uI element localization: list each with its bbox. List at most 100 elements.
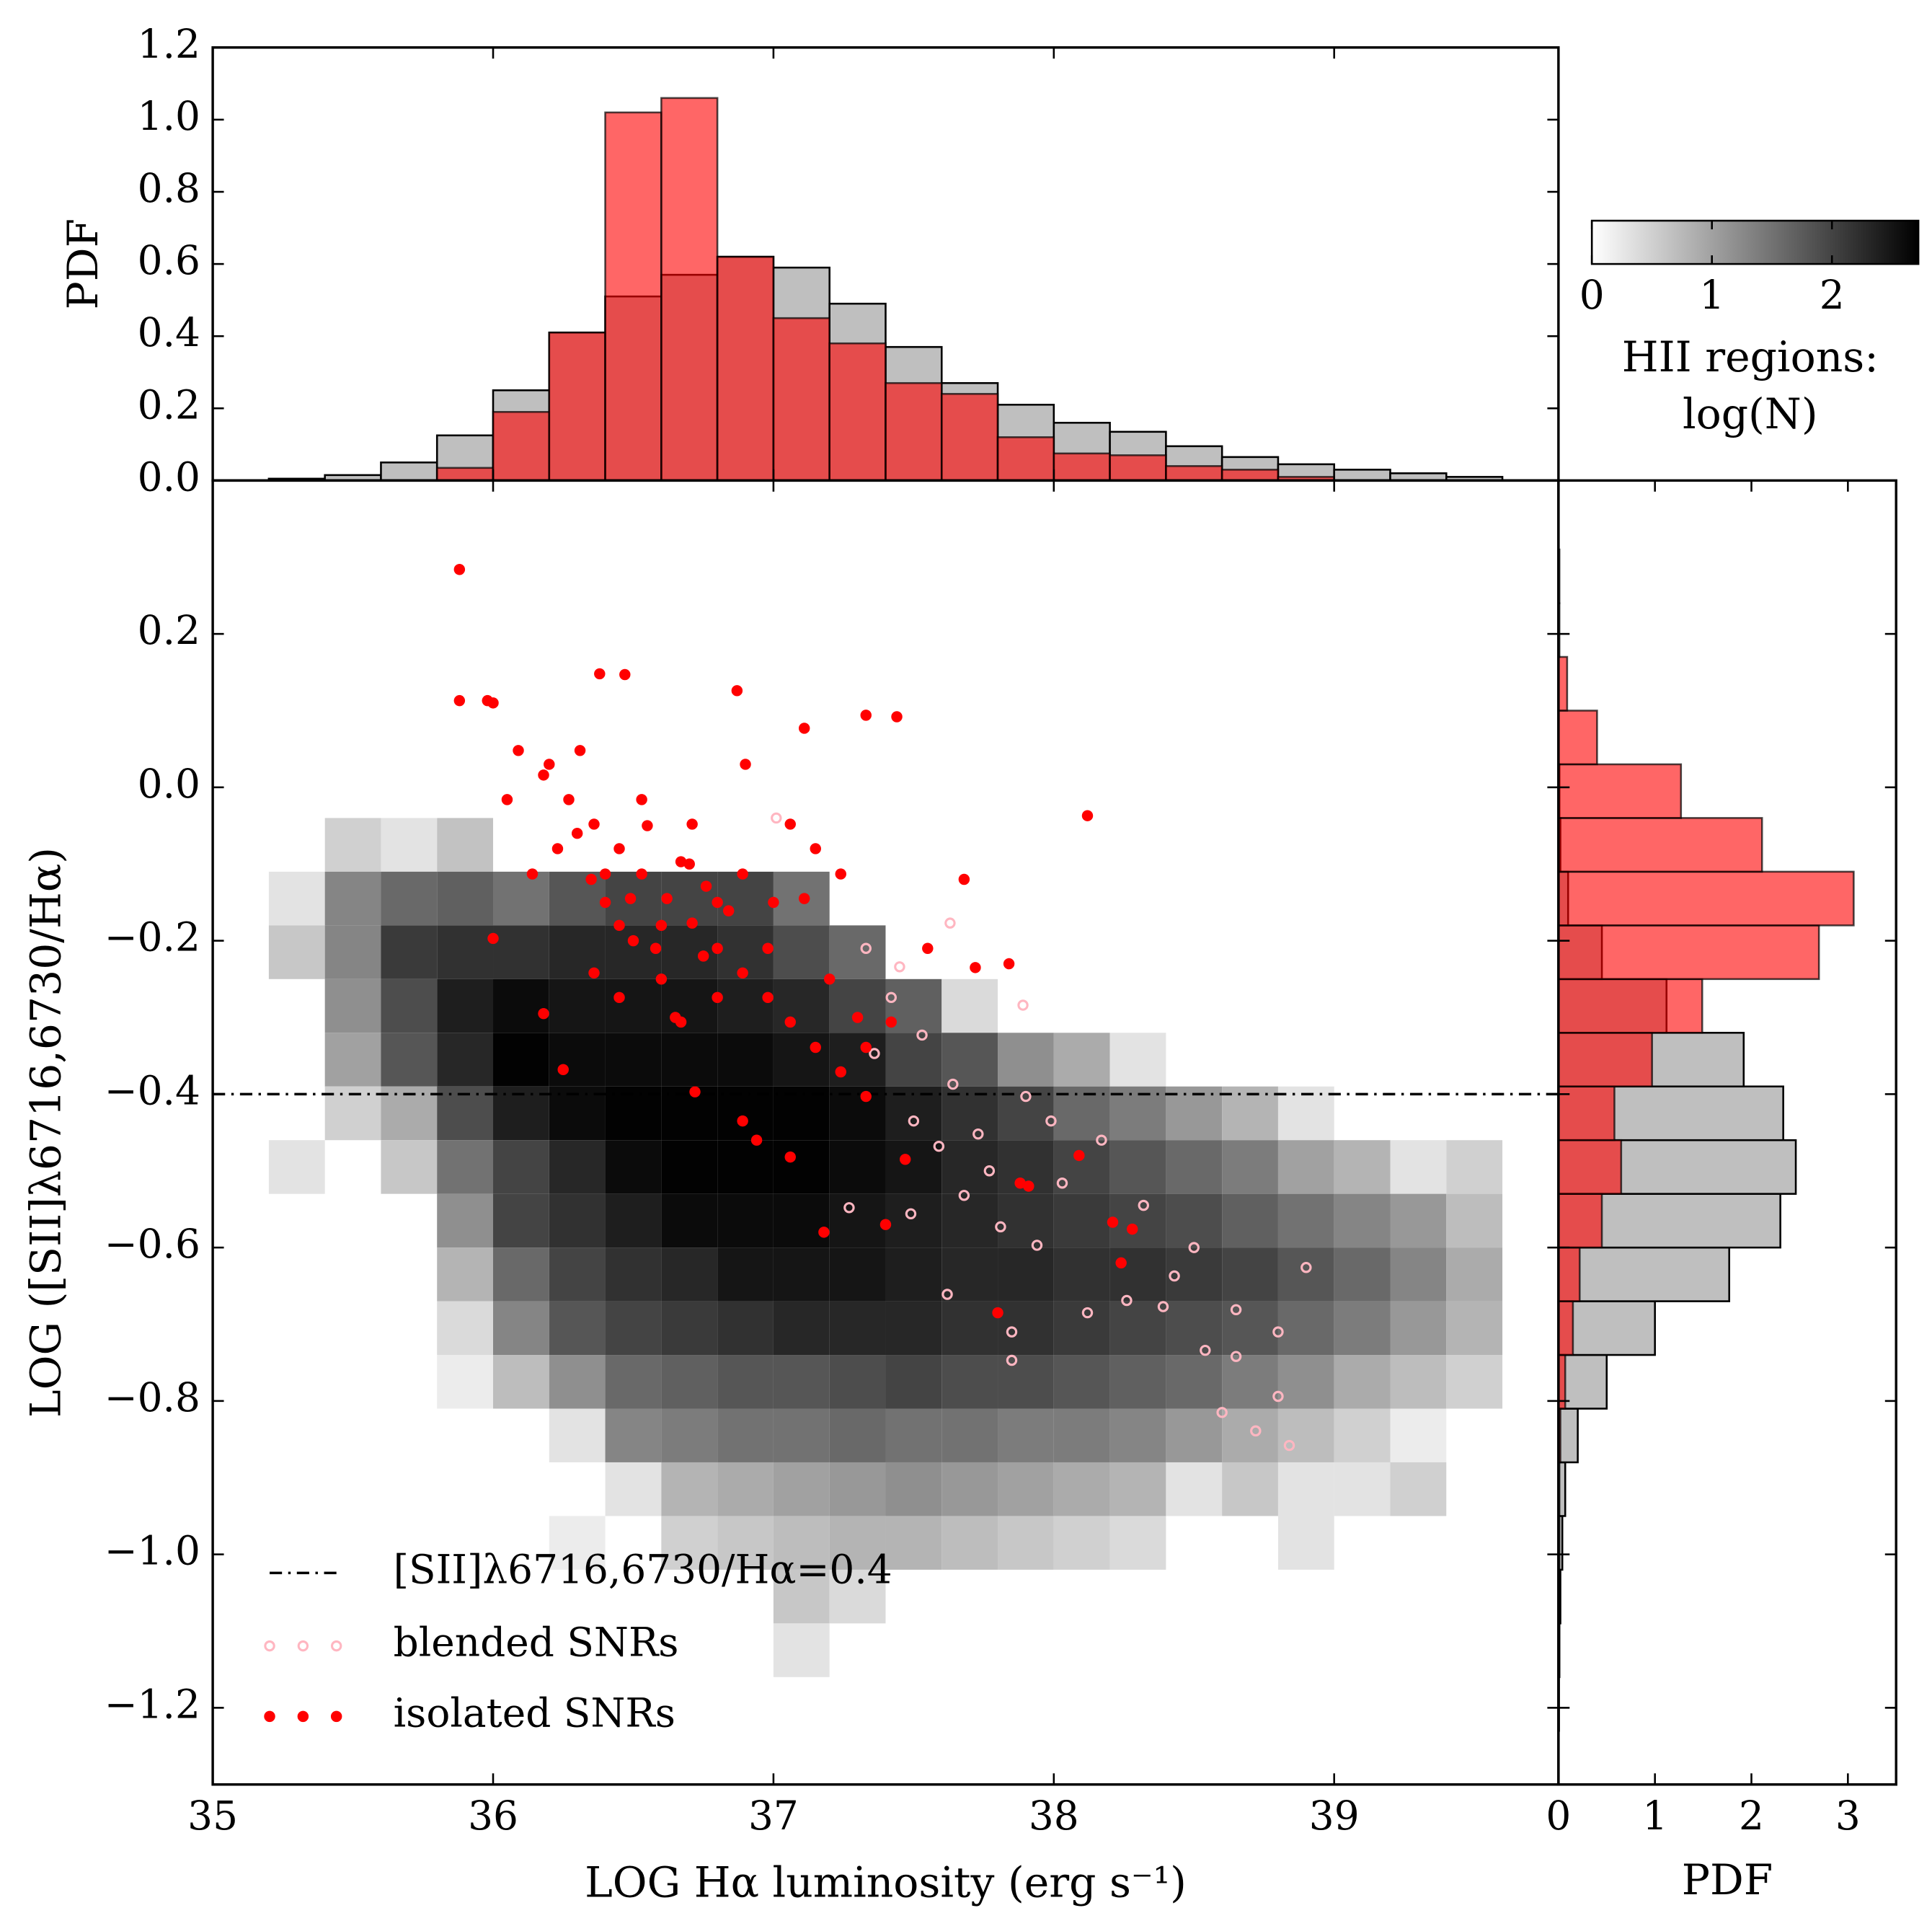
heatmap-cell bbox=[998, 1408, 1054, 1462]
heatmap-cell bbox=[1277, 1140, 1334, 1194]
histogram-bar bbox=[1053, 452, 1111, 482]
heatmap-cell bbox=[493, 979, 549, 1033]
heatmap-cell bbox=[549, 1193, 606, 1248]
heatmap-cell bbox=[1109, 1193, 1166, 1248]
heatmap-cell bbox=[268, 1140, 325, 1194]
scatter-point bbox=[655, 919, 668, 932]
colorbar-tick-label: 2 bbox=[1820, 272, 1845, 318]
scatter-point bbox=[700, 880, 712, 892]
heatmap-cell bbox=[1109, 1516, 1166, 1570]
heatmap-cell bbox=[1053, 1462, 1110, 1516]
scatter-point bbox=[944, 917, 956, 929]
legend-label: isolated SNRs bbox=[394, 1689, 675, 1736]
histogram-bar bbox=[604, 111, 663, 482]
heatmap-cell bbox=[661, 1193, 718, 1248]
heatmap-cell bbox=[1277, 1247, 1334, 1302]
heatmap-cell bbox=[885, 1462, 942, 1516]
scatter-point bbox=[1272, 1390, 1284, 1402]
histogram-bar bbox=[996, 436, 1055, 482]
heatmap-cell bbox=[829, 1569, 886, 1624]
heatmap-cell bbox=[829, 1301, 886, 1356]
heatmap-cell bbox=[773, 1033, 830, 1087]
heatmap-cell bbox=[1390, 1247, 1447, 1302]
heatmap-cell bbox=[998, 1462, 1054, 1516]
heatmap-cell bbox=[437, 1086, 494, 1141]
scatter-point bbox=[843, 1202, 855, 1214]
heatmap-cell bbox=[1166, 1462, 1223, 1516]
heatmap-cell bbox=[1053, 1140, 1110, 1194]
heatmap-cell bbox=[1390, 1193, 1447, 1248]
heatmap-cell bbox=[661, 1140, 718, 1194]
heatmap-cell bbox=[437, 925, 494, 979]
heatmap-cell bbox=[437, 1355, 494, 1409]
scatter-point bbox=[916, 1029, 928, 1041]
heatmap-cell bbox=[661, 1301, 718, 1356]
x-tick-label: 38 bbox=[1029, 1793, 1079, 1839]
heatmap-cell bbox=[549, 871, 606, 926]
heatmap-cell bbox=[381, 1033, 438, 1087]
heatmap-cell bbox=[493, 1033, 549, 1087]
histogram-bar bbox=[1557, 924, 1820, 981]
heatmap-cell bbox=[549, 1301, 606, 1356]
scatter-point bbox=[941, 1289, 953, 1300]
heatmap-cell bbox=[493, 1247, 549, 1302]
scatter-point bbox=[835, 1066, 846, 1078]
heatmap-cell bbox=[773, 1140, 830, 1194]
heatmap-cell bbox=[268, 925, 325, 979]
heatmap-cell bbox=[437, 1193, 494, 1248]
scatter-point bbox=[1020, 1090, 1032, 1103]
scatter-point bbox=[1230, 1304, 1242, 1316]
heatmap-cell bbox=[1222, 1086, 1278, 1141]
scatter-point bbox=[571, 827, 583, 839]
histogram-bar bbox=[1557, 978, 1703, 1034]
heatmap-cell bbox=[324, 871, 381, 926]
y-tick-label: −0.4 bbox=[105, 1067, 200, 1113]
heatmap-cell bbox=[717, 1140, 774, 1194]
scatter-point bbox=[599, 868, 611, 880]
heatmap-cell bbox=[773, 925, 830, 979]
heatmap-cell bbox=[1109, 1140, 1166, 1194]
heatmap-cell bbox=[717, 979, 774, 1033]
x-tick-label: 36 bbox=[468, 1793, 518, 1839]
heatmap-cell bbox=[717, 1193, 774, 1248]
scatter-point bbox=[894, 961, 905, 973]
scatter-point bbox=[686, 917, 698, 929]
heatmap-cell bbox=[493, 925, 549, 979]
heatmap-cell bbox=[717, 1033, 774, 1087]
scatter-point bbox=[860, 710, 872, 721]
scatter-point bbox=[636, 794, 647, 805]
legend-swatch bbox=[297, 1710, 309, 1723]
heatmap-cell bbox=[381, 871, 438, 926]
heatmap-cell bbox=[829, 1408, 886, 1462]
scatter-point bbox=[1107, 1216, 1119, 1228]
heatmap-cell bbox=[941, 1355, 998, 1409]
scatter-point bbox=[670, 1012, 681, 1023]
scatter-point bbox=[1300, 1262, 1312, 1273]
heatmap-cell bbox=[1390, 1301, 1447, 1356]
scatter-point bbox=[1081, 810, 1094, 821]
scatter-point bbox=[958, 873, 970, 885]
heatmap-cell bbox=[885, 1033, 942, 1087]
heatmap-cell bbox=[1053, 1408, 1110, 1462]
scatter-point bbox=[891, 711, 903, 723]
heatmap-cell bbox=[1334, 1408, 1391, 1462]
heatmap-cell bbox=[717, 1408, 774, 1462]
histogram-bar bbox=[1557, 763, 1683, 819]
heatmap-cell bbox=[717, 1516, 774, 1570]
scatter-point bbox=[1157, 1301, 1169, 1312]
heatmap-cell bbox=[1166, 1301, 1223, 1356]
scatter-point bbox=[613, 843, 625, 854]
heatmap-cell bbox=[493, 1086, 549, 1141]
scatter-point bbox=[970, 962, 981, 973]
scatter-point bbox=[885, 991, 897, 1004]
heatmap-cell bbox=[1109, 1301, 1166, 1356]
scatter-point bbox=[1283, 1439, 1295, 1452]
scatter-point bbox=[1017, 999, 1029, 1011]
heatmap-cell bbox=[885, 1140, 942, 1194]
heatmap-cell bbox=[941, 1462, 998, 1516]
scatter-point bbox=[1200, 1344, 1211, 1356]
heatmap-cell bbox=[437, 1140, 494, 1194]
heatmap-cell bbox=[1053, 1247, 1110, 1302]
heatmap-cell bbox=[1109, 1408, 1166, 1462]
heatmap-cell bbox=[437, 979, 494, 1033]
